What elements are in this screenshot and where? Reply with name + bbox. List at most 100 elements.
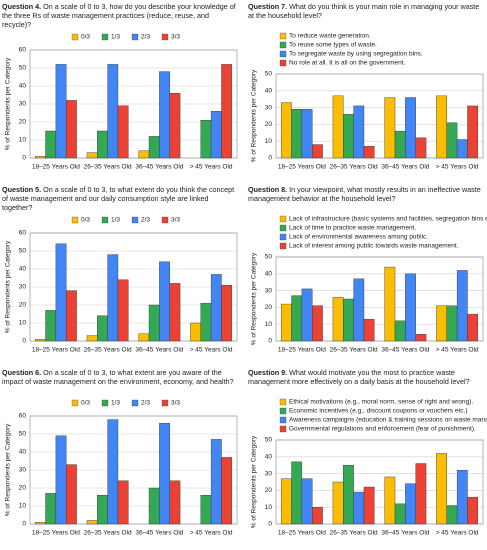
y-tick-label: 60	[19, 47, 27, 54]
bar	[190, 322, 201, 342]
y-tick-label: 0	[22, 155, 26, 162]
legend-swatch	[279, 50, 287, 58]
y-tick-label: 0	[22, 338, 26, 345]
bar	[405, 273, 416, 342]
chart: % of Respondents per Category 0 10 20 30 40 50…	[5, 399, 238, 537]
bar	[436, 453, 447, 525]
chart-title: Question 5.	[2, 185, 42, 194]
bar	[280, 102, 292, 159]
y-tick-label: 40	[265, 271, 273, 278]
y-tick-label: 30	[265, 470, 273, 477]
chart-title: Question 9.	[248, 368, 288, 377]
chart-panel: Question 8. In your viewpoint, what most…	[246, 183, 487, 366]
y-tick-label: 30	[19, 101, 27, 108]
legend-label: 0/3	[81, 217, 90, 224]
y-tick-label: 0	[268, 521, 272, 528]
y-tick-label: 20	[19, 119, 27, 126]
y-tick-label: 40	[265, 88, 273, 95]
bar	[301, 109, 313, 159]
y-tick-label: 30	[19, 467, 27, 474]
legend-swatch	[131, 33, 139, 41]
bar	[221, 284, 233, 342]
y-tick-label: 10	[265, 504, 273, 511]
x-tick-label: 26–35 Years Old	[84, 347, 132, 354]
bar	[394, 130, 406, 159]
bar	[221, 64, 233, 159]
question-text: Question 5. On a scale of 0 to 3, to wha…	[2, 185, 239, 213]
legend-swatch	[161, 33, 169, 41]
y-tick-label: 50	[265, 437, 273, 444]
bar	[138, 333, 150, 342]
y-tick-label: 30	[265, 104, 273, 111]
bar	[384, 476, 396, 525]
bar	[394, 503, 406, 525]
x-tick-label: > 45 Years Old	[436, 530, 479, 537]
x-tick-label: 18–25 Years Old	[278, 164, 326, 171]
y-tick-label: 50	[19, 431, 27, 438]
legend-swatch	[279, 425, 287, 433]
bar	[97, 315, 108, 342]
bar	[415, 334, 427, 342]
legend-label: 2/3	[141, 34, 150, 41]
bar	[446, 305, 458, 342]
legend-swatch	[279, 407, 287, 415]
legend-swatch	[279, 224, 287, 232]
bar	[332, 95, 344, 159]
legend-label: 3/3	[171, 217, 180, 224]
y-tick-label: 10	[265, 321, 273, 328]
legend-label: 2/3	[141, 217, 150, 224]
bar	[291, 109, 303, 159]
chart-subtitle: What do you think is your main role in m…	[248, 2, 480, 20]
legend-swatch	[279, 416, 287, 424]
plot-frame	[275, 73, 484, 159]
legend-swatch	[279, 215, 287, 223]
bar	[66, 464, 77, 525]
bar	[97, 130, 108, 159]
bar	[169, 283, 181, 342]
legend-label: 2/3	[141, 400, 150, 407]
bar	[436, 95, 447, 159]
chart-title: Question 4.	[2, 2, 42, 11]
bar	[55, 435, 67, 525]
y-tick-label: 30	[19, 284, 27, 291]
legend-label: No role at all. It is all on the governm…	[289, 60, 406, 67]
legend-label: 0/3	[81, 34, 90, 41]
legend-label: Ethical motivations (e.g., moral norm, s…	[289, 399, 473, 406]
x-tick-label: 26–35 Years Old	[330, 347, 378, 354]
y-tick-label: 30	[265, 287, 273, 294]
bar	[446, 505, 458, 525]
bar	[394, 320, 406, 342]
bar	[66, 100, 77, 159]
bar	[332, 297, 344, 342]
bar	[291, 461, 303, 525]
legend-label: Economic incentives (e.g., discount coup…	[289, 408, 467, 415]
bar	[353, 105, 365, 159]
chart-panel: Question 6. On a scale of 0 to 3, to wha…	[0, 366, 241, 549]
plot-frame	[29, 415, 238, 525]
x-tick-label: 36–45 Years Old	[135, 164, 183, 171]
y-tick-label: 60	[19, 230, 27, 237]
x-tick-label: 26–35 Years Old	[84, 530, 132, 537]
y-tick-label: 0	[22, 521, 26, 528]
legend-swatch	[279, 41, 287, 49]
legend-label: Lack of environmental awareness among pu…	[289, 234, 428, 241]
legend-swatch	[101, 399, 109, 407]
bar	[343, 298, 354, 342]
chart-subtitle: On a scale of 0 to 3, to what extent are…	[2, 368, 234, 386]
x-tick-label: 26–35 Years Old	[330, 164, 378, 171]
chart-subtitle: On a scale of 0 to 3, to what extent do …	[2, 185, 235, 212]
bar	[148, 487, 160, 525]
bar	[280, 478, 292, 525]
bar	[55, 243, 67, 342]
bar	[86, 335, 98, 342]
chart: % of Respondents per Category 0 10 20 30 40 50…	[251, 215, 487, 354]
y-axis-label: % of Respondents per Category	[251, 252, 258, 345]
x-tick-label: 18–25 Years Old	[32, 347, 80, 354]
bar	[384, 97, 396, 159]
plot-frame	[29, 49, 238, 159]
bar	[456, 470, 468, 525]
bar	[169, 93, 181, 159]
bar	[221, 457, 233, 525]
bar	[66, 290, 77, 342]
